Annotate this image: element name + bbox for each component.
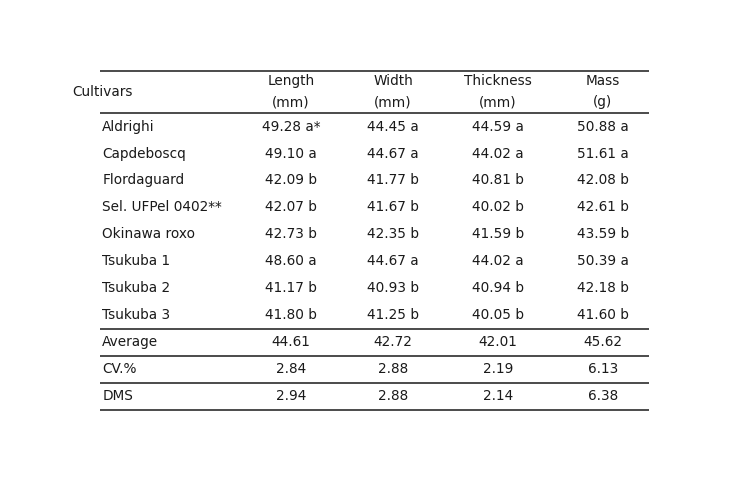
Text: 44.02 a: 44.02 a (472, 146, 523, 160)
Text: 41.80 b: 41.80 b (265, 308, 317, 323)
Text: 40.05 b: 40.05 b (471, 308, 524, 323)
Text: Aldrighi: Aldrighi (102, 120, 155, 133)
Text: 6.38: 6.38 (588, 389, 618, 403)
Text: 40.81 b: 40.81 b (472, 173, 524, 188)
Text: 44.61: 44.61 (272, 336, 311, 349)
Text: Tsukuba 3: Tsukuba 3 (102, 308, 170, 323)
Text: 41.77 b: 41.77 b (367, 173, 419, 188)
Text: 41.60 b: 41.60 b (577, 308, 629, 323)
Text: 40.93 b: 40.93 b (367, 281, 419, 295)
Text: 44.02 a: 44.02 a (472, 254, 523, 268)
Text: 44.45 a: 44.45 a (367, 120, 419, 133)
Text: 2.84: 2.84 (276, 362, 306, 376)
Text: 48.60 a: 48.60 a (265, 254, 317, 268)
Text: Tsukuba 1: Tsukuba 1 (102, 254, 170, 268)
Text: 43.59 b: 43.59 b (577, 228, 629, 241)
Text: 41.25 b: 41.25 b (367, 308, 419, 323)
Text: 2.14: 2.14 (482, 389, 513, 403)
Text: Cultivars: Cultivars (72, 85, 132, 99)
Text: 2.88: 2.88 (378, 389, 408, 403)
Text: 42.08 b: 42.08 b (577, 173, 629, 188)
Text: 44.59 a: 44.59 a (472, 120, 524, 133)
Text: 42.07 b: 42.07 b (265, 201, 317, 215)
Text: 2.19: 2.19 (482, 362, 513, 376)
Text: 42.09 b: 42.09 b (265, 173, 317, 188)
Text: 50.88 a: 50.88 a (577, 120, 629, 133)
Text: 50.39 a: 50.39 a (577, 254, 629, 268)
Text: 6.13: 6.13 (588, 362, 618, 376)
Text: 40.94 b: 40.94 b (471, 281, 524, 295)
Text: (mm): (mm) (479, 96, 517, 109)
Text: 42.18 b: 42.18 b (577, 281, 629, 295)
Text: 42.35 b: 42.35 b (367, 228, 419, 241)
Text: 49.28 a*: 49.28 a* (262, 120, 320, 133)
Text: Tsukuba 2: Tsukuba 2 (102, 281, 170, 295)
Text: 42.61 b: 42.61 b (577, 201, 629, 215)
Text: Mass: Mass (586, 74, 620, 88)
Text: 41.59 b: 41.59 b (471, 228, 524, 241)
Text: Width: Width (373, 74, 413, 88)
Text: CV.%: CV.% (102, 362, 137, 376)
Text: (mm): (mm) (374, 96, 412, 109)
Text: Flordaguard: Flordaguard (102, 173, 184, 188)
Text: 42.01: 42.01 (478, 336, 518, 349)
Text: 49.10 a: 49.10 a (265, 146, 317, 160)
Text: Length: Length (268, 74, 315, 88)
Text: 44.67 a: 44.67 a (367, 146, 419, 160)
Text: (mm): (mm) (272, 96, 310, 109)
Text: 51.61 a: 51.61 a (577, 146, 629, 160)
Text: 42.73 b: 42.73 b (265, 228, 317, 241)
Text: 2.94: 2.94 (276, 389, 306, 403)
Text: DMS: DMS (102, 389, 133, 403)
Text: 41.67 b: 41.67 b (367, 201, 419, 215)
Text: 45.62: 45.62 (583, 336, 622, 349)
Text: Okinawa roxo: Okinawa roxo (102, 228, 195, 241)
Text: 41.17 b: 41.17 b (265, 281, 317, 295)
Text: 40.02 b: 40.02 b (472, 201, 524, 215)
Text: Sel. UFPel 0402**: Sel. UFPel 0402** (102, 201, 222, 215)
Text: Thickness: Thickness (464, 74, 531, 88)
Text: 44.67 a: 44.67 a (367, 254, 419, 268)
Text: (g): (g) (593, 96, 613, 109)
Text: 2.88: 2.88 (378, 362, 408, 376)
Text: Capdeboscq: Capdeboscq (102, 146, 186, 160)
Text: 42.72: 42.72 (374, 336, 412, 349)
Text: Average: Average (102, 336, 159, 349)
